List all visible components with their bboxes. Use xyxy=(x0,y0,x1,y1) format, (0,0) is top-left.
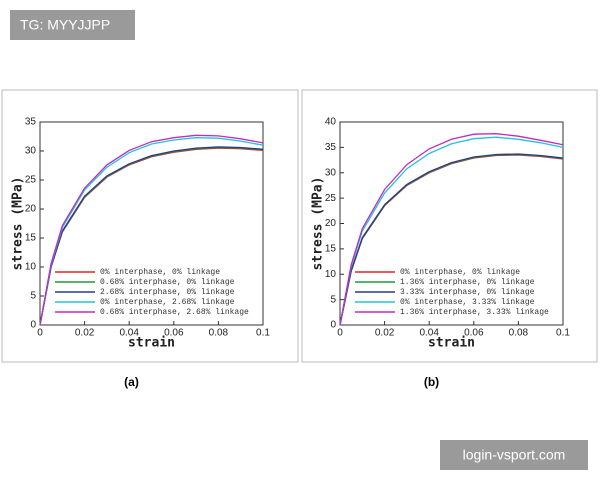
legend-label: 0% interphase, 0% linkage xyxy=(100,268,220,277)
legend-label: 0% interphase, 3.33% linkage xyxy=(400,298,535,307)
y-tick-label: 20 xyxy=(325,218,337,229)
legend-label: 0% interphase, 0% linkage xyxy=(400,268,520,277)
x-axis-label: strain xyxy=(428,336,475,351)
data-line xyxy=(39,146,264,326)
panel-frame xyxy=(301,89,598,363)
panel-frame xyxy=(1,89,299,363)
y-tick-label: 25 xyxy=(25,175,37,186)
y-tick-label: 30 xyxy=(325,167,337,178)
x-tick-label: 0.06 xyxy=(464,328,484,339)
plot-area xyxy=(39,121,264,326)
y-tick-label: 15 xyxy=(325,244,337,255)
x-tick-label: 0.02 xyxy=(375,328,395,339)
y-tick-label: 30 xyxy=(25,146,37,157)
x-tick-label: 0.06 xyxy=(164,328,184,339)
y-axis-label: stress (MPa) xyxy=(11,177,26,271)
data-line xyxy=(339,133,564,326)
y-tick-label: 0 xyxy=(30,320,36,331)
x-axis-label: strain xyxy=(128,336,175,351)
y-tick-label: 10 xyxy=(25,262,37,273)
watermark: login-vsport.com xyxy=(463,447,566,463)
x-tick-label: 0 xyxy=(37,328,43,339)
y-tick-label: 40 xyxy=(325,117,337,128)
y-tick-label: 0 xyxy=(330,320,336,331)
watermark: TG: MYYJJPP xyxy=(20,17,110,33)
y-tick-label: 35 xyxy=(325,142,337,153)
x-tick-label: 0.08 xyxy=(509,328,529,339)
watermark-box xyxy=(10,10,135,40)
y-tick-label: 35 xyxy=(25,117,37,128)
y-tick-label: 5 xyxy=(30,291,36,302)
x-tick-label: 0 xyxy=(337,328,343,339)
x-tick-label: 0.04 xyxy=(419,328,439,339)
x-tick-label: 0.1 xyxy=(556,328,570,339)
caption: (b) xyxy=(424,375,439,389)
legend-label: 2.68% interphase, 0% linkage xyxy=(100,288,235,297)
caption: (a) xyxy=(124,375,139,389)
y-tick-label: 5 xyxy=(330,294,336,305)
legend-label: 0% interphase, 2.68% linkage xyxy=(100,298,235,307)
data-line xyxy=(39,134,264,326)
data-line xyxy=(339,153,564,326)
x-tick-label: 0.1 xyxy=(256,328,270,339)
x-tick-label: 0.08 xyxy=(209,328,229,339)
y-tick-label: 15 xyxy=(25,233,37,244)
legend-label: 0.68% interphase, 0% linkage xyxy=(100,278,235,287)
y-tick-label: 20 xyxy=(25,204,37,215)
x-tick-label: 0.02 xyxy=(75,328,95,339)
y-tick-label: 25 xyxy=(325,193,337,204)
data-line xyxy=(339,136,564,326)
watermark-box xyxy=(440,440,588,470)
legend-label: 1.36% interphase, 0% linkage xyxy=(400,278,535,287)
legend-label: 0.68% interphase, 2.68% linkage xyxy=(100,308,249,317)
legend-label: 3.33% interphase, 0% linkage xyxy=(400,288,535,297)
y-tick-label: 10 xyxy=(325,269,337,280)
x-tick-label: 0.04 xyxy=(119,328,139,339)
y-axis-label: stress (MPa) xyxy=(311,177,326,271)
legend-label: 1.36% interphase, 3.33% linkage xyxy=(400,308,549,317)
